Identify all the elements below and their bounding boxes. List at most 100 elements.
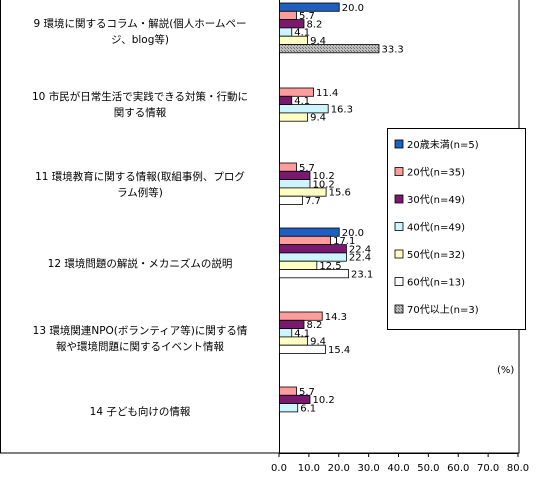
bar-1-1 bbox=[279, 2, 340, 12]
bar-2-4 bbox=[279, 104, 329, 114]
bar-5-4 bbox=[279, 328, 293, 338]
bar-value-label: 11.4 bbox=[316, 88, 338, 99]
x-tick-label: 30.0 bbox=[357, 463, 379, 474]
bar-3-2 bbox=[279, 162, 297, 172]
bar-4-6 bbox=[279, 269, 349, 279]
bar-5-3 bbox=[279, 319, 305, 329]
bar-value-label: 15.4 bbox=[328, 345, 350, 356]
bars-layer: 20.05.78.24.19.433.311.44.116.39.45.710.… bbox=[279, 2, 404, 414]
category-label-1: 9 環境に関するコラム・解説(個人ホームページ、blog等) bbox=[34, 17, 247, 46]
bar-1-5 bbox=[279, 35, 308, 45]
category-label-line: 10 市民が日常生活で実践できる対策・行動に bbox=[32, 90, 248, 103]
bar-4-3 bbox=[279, 244, 347, 254]
legend-box bbox=[387, 128, 526, 330]
x-tick-label: 20.0 bbox=[328, 463, 350, 474]
bar-6-4 bbox=[279, 403, 299, 413]
legend-swatch-7 bbox=[394, 304, 404, 314]
bar-value-label: 33.3 bbox=[381, 44, 403, 55]
bar-3-6 bbox=[279, 195, 303, 205]
x-tick-label: 40.0 bbox=[387, 463, 409, 474]
bar-value-label: 22.4 bbox=[349, 244, 371, 255]
bar-2-5 bbox=[279, 112, 308, 122]
bar-3-4 bbox=[279, 179, 311, 189]
bar-1-2 bbox=[279, 10, 297, 21]
bar-value-label: 4.1 bbox=[294, 28, 310, 39]
bar-3-5 bbox=[279, 187, 327, 197]
category-label-line: 13 環境関連NPO(ボランティア等)に関する情 bbox=[33, 324, 248, 337]
x-tick-label: 50.0 bbox=[417, 463, 439, 474]
category-label-line: 9 環境に関するコラム・解説(個人ホームペー bbox=[34, 17, 247, 30]
bar-6-2 bbox=[279, 386, 297, 396]
legend-label-5: 50代(n=32) bbox=[407, 249, 465, 261]
bar-value-label: 9.4 bbox=[310, 36, 326, 47]
bar-value-label: 20.0 bbox=[342, 3, 364, 14]
category-label-line: 報や環境問題に関するイベント情報 bbox=[56, 340, 224, 353]
bar-value-label: 7.7 bbox=[305, 196, 321, 207]
bar-value-label: 20.0 bbox=[342, 228, 364, 239]
legend: 20歳未満(n=5) 20代(n=35) 30代(n=49) 40代(n=49) 50代… bbox=[387, 128, 526, 330]
category-label-line: ジ、blog等) bbox=[111, 33, 169, 46]
category-label-line: 11 環境教育に関する情報(取組事例、プログ bbox=[35, 170, 245, 183]
legend-swatch-2 bbox=[394, 167, 404, 176]
bar-5-5 bbox=[279, 336, 308, 346]
bar-value-label: 10.2 bbox=[312, 171, 334, 182]
legend-swatch-3 bbox=[394, 194, 404, 204]
legend-label-4: 40代(n=49) bbox=[407, 222, 465, 234]
bar-value-label: 10.2 bbox=[312, 395, 334, 406]
x-tick-label: 0.0 bbox=[271, 463, 287, 474]
bar-value-label: 5.7 bbox=[299, 387, 315, 398]
bar-value-label: 4.1 bbox=[294, 328, 310, 339]
bar-value-label: 22.4 bbox=[349, 253, 371, 264]
x-axis: 0.0 10.0 20.0 30.0 40.0 50.0 60.0 70.0 80.0 bbox=[271, 453, 529, 474]
legend-label-1: 20歳未満(n=5) bbox=[407, 139, 479, 151]
category-label-line: 12 環境問題の解説・メカニズムの説明 bbox=[48, 257, 233, 270]
category-labels: 9 環境に関するコラム・解説(個人ホームページ、blog等) 10 市民が日常生活… bbox=[32, 17, 248, 418]
bar-value-label: 14.3 bbox=[325, 312, 347, 323]
bar-2-2 bbox=[279, 87, 314, 97]
bar-4-5 bbox=[279, 260, 318, 270]
legend-label-7: 70代以上(n=3) bbox=[407, 304, 479, 316]
unit-label: (%) bbox=[497, 365, 514, 376]
category-label-5: 13 環境関連NPO(ボランティア等)に関する情報や環境問題に関するイベント情報 bbox=[33, 324, 248, 353]
bar-value-label: 5.7 bbox=[299, 11, 315, 22]
category-label-4: 12 環境問題の解説・メカニズムの説明 bbox=[48, 257, 233, 270]
bar-4-4 bbox=[279, 252, 347, 262]
bar-value-label: 12.5 bbox=[319, 261, 341, 272]
bar-value-label: 10.2 bbox=[312, 179, 334, 190]
legend-swatch-1 bbox=[394, 139, 404, 149]
legend-label-3: 30代(n=49) bbox=[407, 194, 465, 206]
legend-swatch-5 bbox=[394, 249, 404, 259]
legend-label-6: 60代(n=13) bbox=[407, 277, 465, 289]
bar-value-label: 8.2 bbox=[306, 320, 322, 331]
bar-5-6 bbox=[279, 344, 326, 354]
x-tick-label: 60.0 bbox=[447, 463, 469, 474]
category-label-2: 10 市民が日常生活で実践できる対策・行動に関する情報 bbox=[32, 90, 248, 119]
bar-1-7 bbox=[279, 44, 380, 54]
bar-value-label: 15.6 bbox=[329, 188, 351, 199]
bar-value-label: 9.4 bbox=[310, 337, 326, 348]
bar-4-1 bbox=[279, 227, 340, 237]
category-label-line: ラム例等) bbox=[117, 186, 163, 199]
legend-label-2: 20代(n=35) bbox=[407, 167, 465, 179]
bar-value-label: 5.7 bbox=[299, 163, 315, 174]
category-label-line: 関する情報 bbox=[114, 106, 167, 119]
legend-swatch-6 bbox=[394, 277, 404, 286]
bar-value-label: 8.2 bbox=[306, 19, 322, 30]
bar-4-2 bbox=[279, 235, 331, 246]
category-label-3: 11 環境教育に関する情報(取組事例、プログラム例等) bbox=[35, 170, 245, 199]
bar-value-label: 23.1 bbox=[351, 269, 373, 280]
bar-value-label: 9.4 bbox=[310, 113, 326, 124]
bar-6-3 bbox=[279, 394, 311, 404]
bar-3-3 bbox=[279, 170, 311, 181]
bar-value-label: 4.1 bbox=[294, 96, 310, 107]
x-tick-label: 10.0 bbox=[298, 463, 320, 474]
bar-1-3 bbox=[279, 19, 305, 29]
bar-1-4 bbox=[279, 27, 293, 37]
bar-value-label: 17.1 bbox=[333, 236, 355, 247]
bar-value-label: 6.1 bbox=[300, 403, 316, 414]
bar-value-label: 16.3 bbox=[331, 104, 353, 115]
category-label-6: 14 子ども向けの情報 bbox=[90, 405, 191, 418]
x-tick-label: 70.0 bbox=[477, 463, 499, 474]
category-label-line: 14 子ども向けの情報 bbox=[90, 405, 191, 418]
